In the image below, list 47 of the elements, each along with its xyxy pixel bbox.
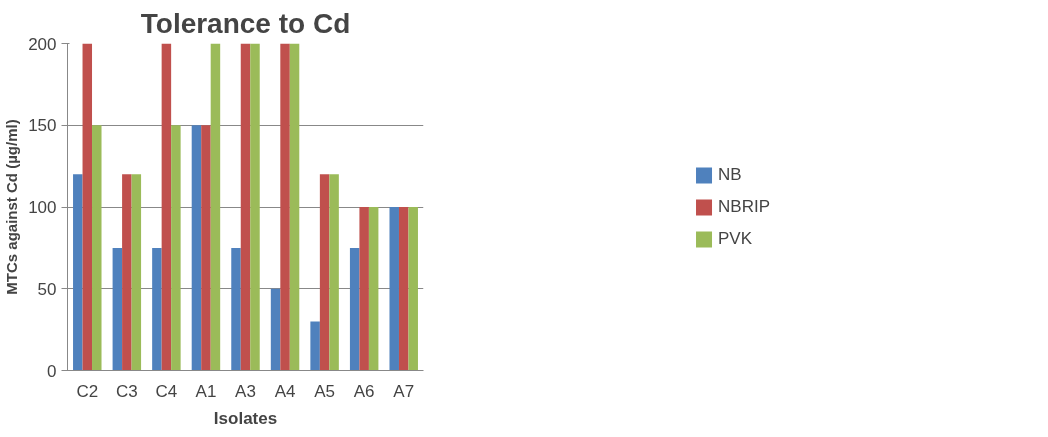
bar [389, 207, 399, 371]
y-axis-title: MTCs against Cd (µg/ml) [3, 119, 21, 295]
x-tick-label: C2 [76, 381, 99, 401]
bar [210, 43, 221, 371]
bar [82, 43, 93, 371]
bar [280, 43, 290, 371]
y-tick-label: 200 [28, 34, 57, 54]
bar [270, 288, 281, 371]
bar [329, 174, 339, 371]
chart-title: Tolerance to Cd [140, 7, 351, 39]
legend-label: NB [718, 164, 742, 185]
bar [368, 207, 379, 371]
bar [171, 125, 181, 371]
legend-label: NBRIP [718, 196, 770, 217]
x-tick-label: A4 [274, 381, 296, 401]
bar [310, 321, 320, 371]
bar [122, 174, 132, 371]
x-tick-label: A6 [353, 381, 375, 401]
bar [359, 207, 369, 371]
bar [92, 125, 102, 371]
bar [231, 247, 241, 371]
bar [319, 174, 330, 371]
bar [112, 247, 123, 371]
bar [191, 125, 202, 371]
y-tick-label: 150 [28, 116, 57, 136]
x-tick-label: A7 [393, 381, 415, 401]
bar [201, 125, 211, 371]
bar [73, 174, 83, 371]
bar [131, 174, 142, 371]
y-tick-label: 100 [28, 198, 57, 217]
x-axis-title: Isolates [213, 408, 278, 428]
bar [240, 43, 251, 371]
bar [250, 43, 260, 371]
x-tick-label: C4 [155, 381, 178, 401]
x-tick-label: A5 [314, 381, 336, 401]
x-tick-label: C3 [115, 381, 138, 401]
y-tick-label: 0 [47, 361, 57, 381]
bar [152, 247, 162, 371]
bar [161, 43, 172, 371]
bar [289, 43, 300, 371]
legend-label: PVK [718, 228, 753, 249]
bar [349, 247, 360, 371]
x-tick-label: A1 [195, 381, 217, 401]
y-tick-label: 50 [37, 279, 57, 299]
bar [408, 207, 418, 371]
bar [398, 207, 409, 371]
x-tick-label: A3 [235, 381, 256, 401]
